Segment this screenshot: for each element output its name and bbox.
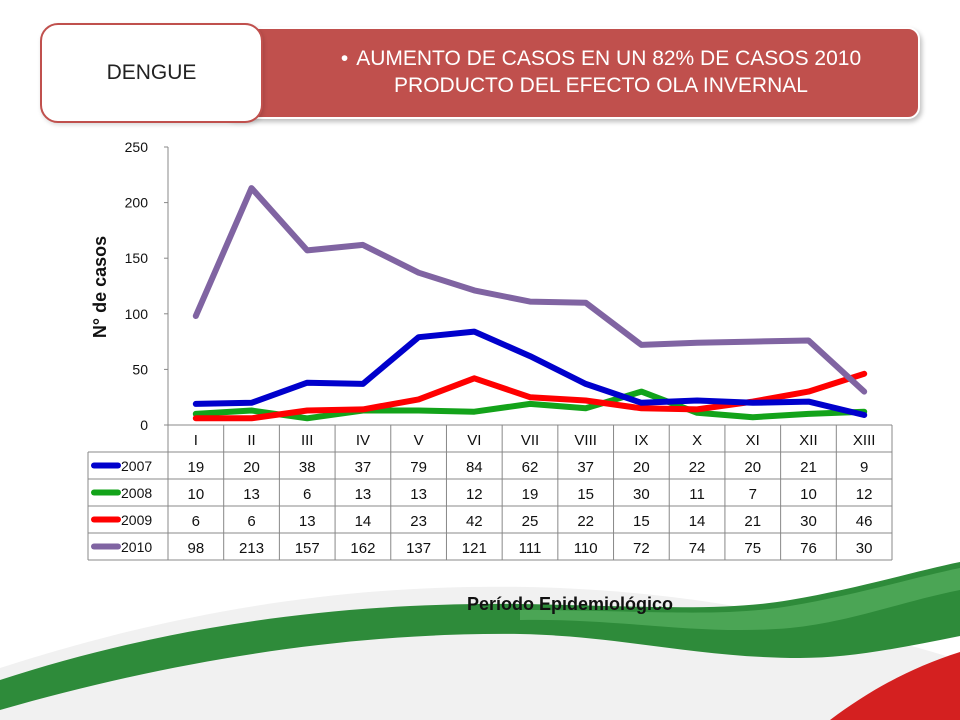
data-label-2010: 162 [350,540,375,557]
flag-green-highlight [520,568,960,631]
data-label-2007: 21 [800,459,817,476]
data-label-2007: 22 [689,459,706,476]
y-tick-label: 150 [125,250,149,266]
data-label-2009: 6 [192,513,200,530]
x-category-label: I [194,432,198,449]
data-label-2007: 38 [299,459,316,476]
x-category-label: V [414,432,424,449]
data-label-2007: 84 [466,459,483,476]
data-label-2007: 20 [243,459,260,476]
flag-green-band [0,562,960,710]
data-label-2008: 11 [689,486,705,503]
x-category-label: II [247,432,255,449]
flag-red-band [830,652,960,720]
data-label-2009: 6 [247,513,255,530]
data-label-2007: 62 [522,459,539,476]
data-label-2009: 14 [355,513,372,530]
series-line-2008 [192,388,868,422]
x-category-label: VIII [574,432,597,449]
data-label-2008: 10 [800,486,817,503]
data-label-2010: 76 [800,540,817,557]
data-label-2008: 13 [355,486,372,503]
header-line-2: PRODUCTO DEL EFECTO OLA INVERNAL [394,74,808,97]
x-category-label: IV [356,432,370,449]
data-label-2009: 21 [744,513,761,530]
data-label-2010: 74 [689,540,706,557]
data-label-2007: 37 [355,459,372,476]
data-label-2008: 6 [303,486,311,503]
data-label-2009: 23 [410,513,427,530]
data-label-2010: 75 [744,540,761,557]
bullet-dot: • [340,47,349,70]
data-label-2010: 111 [519,540,542,557]
data-label-2010: 110 [574,540,598,557]
data-label-2008: 12 [856,486,873,503]
series-line-2009 [192,370,868,422]
data-label-2007: 79 [410,459,427,476]
topic-tag: DENGUE [40,23,263,123]
y-tick-label: 50 [132,361,148,377]
data-label-2008: 15 [577,486,594,503]
x-category-label: X [692,432,702,449]
data-label-2010: 213 [239,540,264,557]
legend-label-2007: 2007 [121,458,152,474]
data-label-2008: 30 [633,486,650,503]
topic-tag-label: DENGUE [106,61,197,84]
x-category-label: VII [521,432,539,449]
data-label-2008: 7 [749,486,757,503]
data-label-2009: 25 [522,513,539,530]
data-label-2009: 15 [633,513,650,530]
data-label-2009: 46 [856,513,873,530]
flag-ribbon-decoration [0,562,960,720]
data-label-2009: 14 [689,513,706,530]
data-label-2007: 19 [188,459,205,476]
legend-label-2010: 2010 [121,539,152,555]
header-bullet: • AUMENTO DE CASOS EN UN 82% DE CASOS 201… [304,45,898,99]
data-label-2010: 121 [462,540,487,557]
data-label-2008: 13 [410,486,427,503]
x-category-label: XII [799,432,817,449]
x-category-label: VI [467,432,481,449]
y-tick-label: 0 [140,417,148,433]
x-category-label: III [301,432,314,449]
legend-label-2008: 2008 [121,485,152,501]
y-tick-label: 200 [125,195,149,211]
data-label-2008: 10 [188,486,205,503]
x-category-label: XIII [853,432,876,449]
data-label-2009: 30 [800,513,817,530]
y-tick-label: 100 [125,306,149,322]
legend-label-2009: 2009 [121,512,152,528]
data-label-2010: 72 [633,540,650,557]
data-label-2010: 98 [188,540,205,557]
data-label-2010: 30 [856,540,873,557]
data-label-2009: 22 [577,513,594,530]
header-line-1: AUMENTO DE CASOS EN UN 82% DE CASOS 2010 [356,47,862,70]
y-tick-label: 250 [125,139,149,155]
y-axis-title: N° de casos [90,236,110,338]
x-category-label: XI [746,432,760,449]
data-label-2007: 20 [744,459,761,476]
data-label-2008: 12 [466,486,483,503]
data-label-2009: 13 [299,513,316,530]
data-label-2008: 19 [522,486,539,503]
data-label-2009: 42 [466,513,483,530]
data-label-2007: 9 [860,459,868,476]
data-label-2010: 157 [295,540,320,557]
series-line-2007 [192,328,868,418]
data-label-2008: 13 [243,486,260,503]
data-label-2007: 20 [633,459,650,476]
header-banner: • AUMENTO DE CASOS EN UN 82% DE CASOS 201… [222,27,920,119]
series-line-2010 [192,185,868,395]
data-label-2007: 37 [577,459,594,476]
x-category-label: IX [634,432,648,449]
data-label-2010: 137 [406,540,431,557]
x-axis-title: Período Epidemiológico [467,594,673,614]
